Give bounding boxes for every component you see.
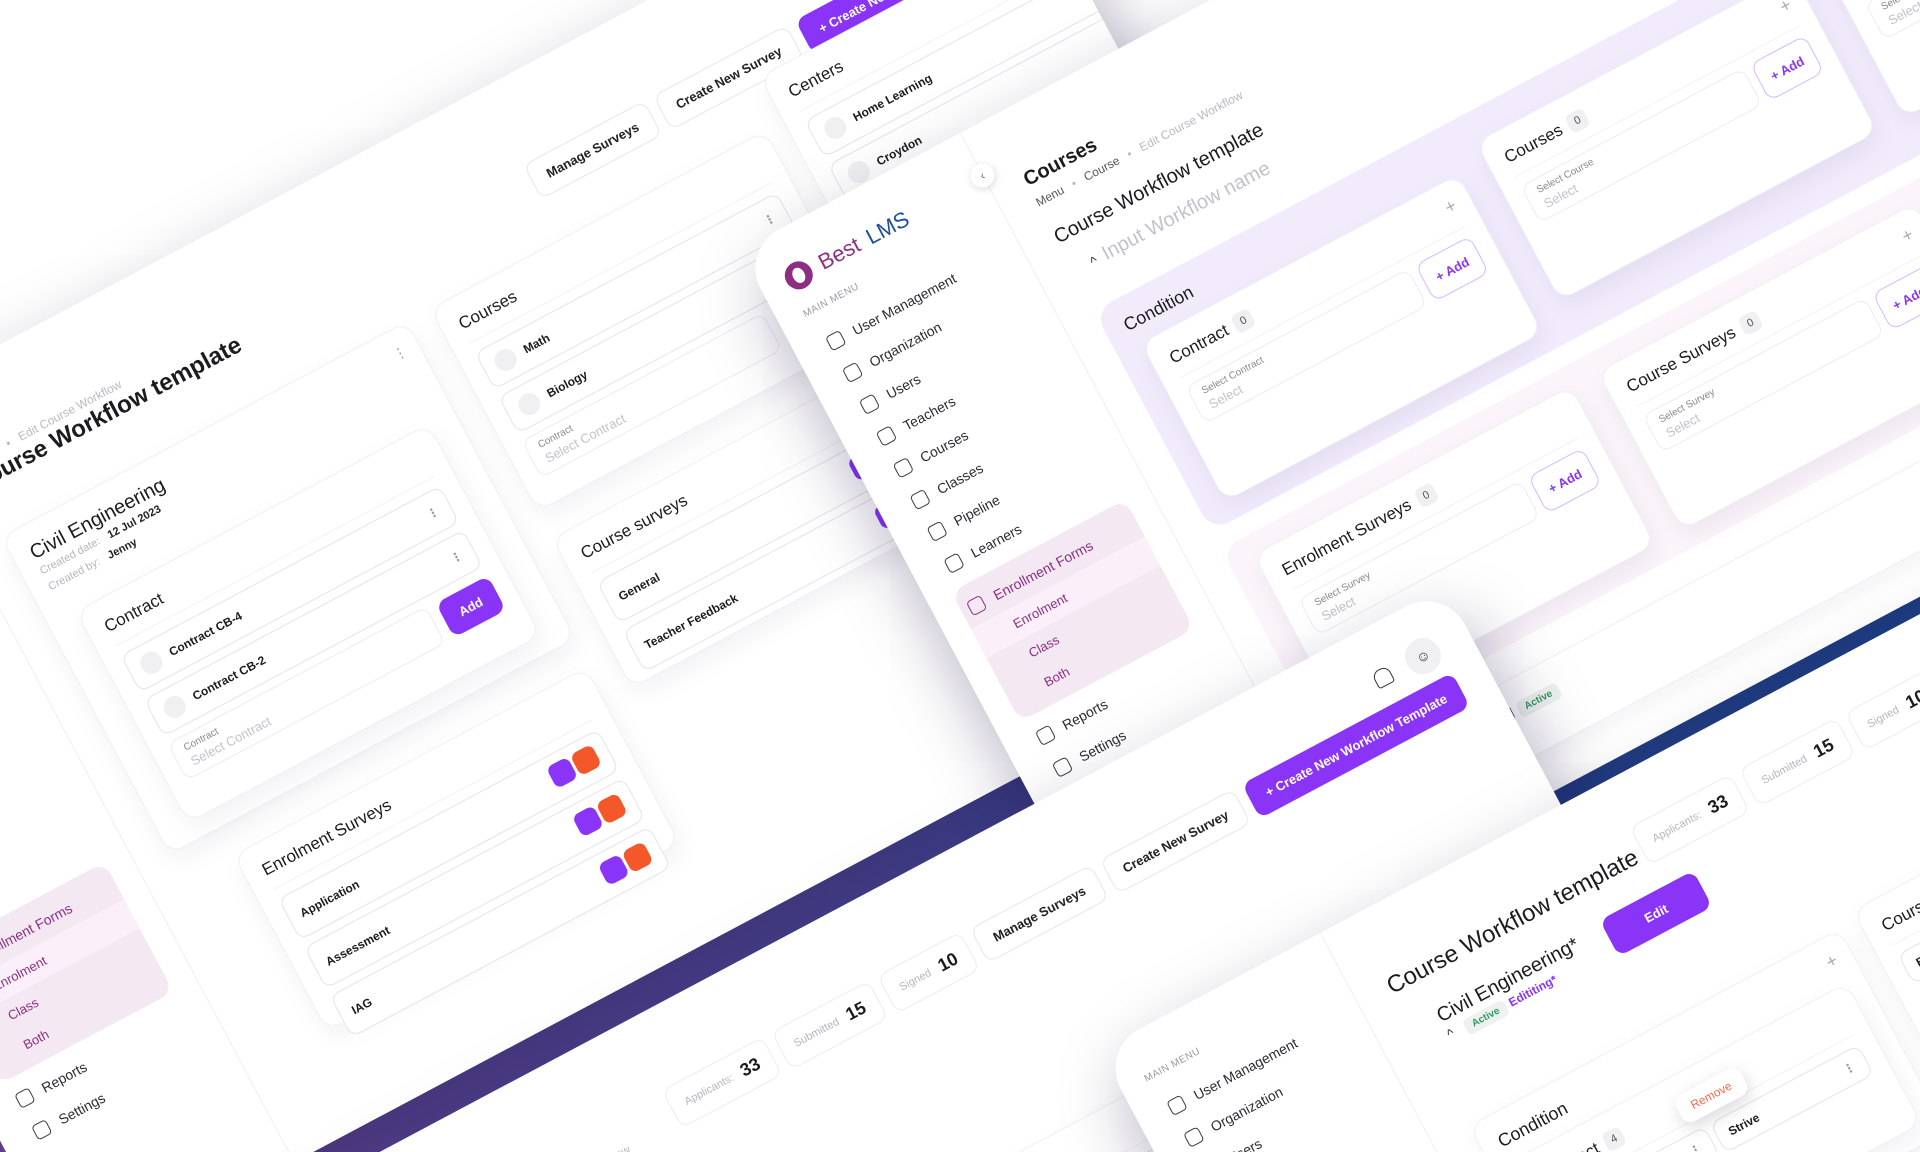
cube-icon — [490, 345, 521, 375]
trash-icon[interactable] — [621, 840, 654, 874]
centers-select[interactable]: Select CentersSelect — [1864, 0, 1920, 41]
user-icon — [858, 393, 881, 416]
file-icon — [1034, 724, 1057, 747]
form-icon — [965, 594, 988, 617]
grid-icon — [909, 488, 932, 511]
teacher-icon — [875, 425, 898, 447]
gear-icon — [30, 1119, 53, 1141]
layers-icon — [1166, 1094, 1188, 1117]
contract-card: Contract4 Strive⋮ Strive⋮ Strive Remove — [1511, 982, 1920, 1152]
trash-icon[interactable] — [595, 792, 628, 825]
logo-icon — [779, 256, 818, 295]
layers-icon — [824, 329, 847, 352]
cube-icon — [514, 389, 545, 419]
org-icon — [1183, 1126, 1205, 1148]
trash-icon[interactable] — [569, 743, 603, 777]
chevron-up-icon[interactable]: ^ — [1443, 1024, 1458, 1043]
cube-icon — [892, 456, 915, 479]
document-icon — [820, 113, 851, 143]
users-icon — [943, 552, 965, 574]
file-icon — [14, 1087, 36, 1109]
bell-icon[interactable] — [1371, 665, 1396, 690]
gear-icon — [1051, 756, 1074, 778]
status-badge: Active — [1514, 681, 1563, 719]
org-icon — [841, 361, 864, 384]
sliders-icon — [926, 520, 948, 543]
document-icon — [159, 691, 190, 722]
document-icon — [136, 647, 167, 678]
avatar[interactable]: ☺ — [1398, 631, 1448, 681]
chevron-up-icon[interactable]: ^ — [1087, 252, 1101, 270]
